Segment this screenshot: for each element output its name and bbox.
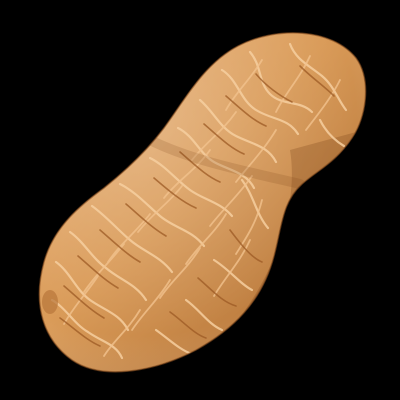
- ridge-pattern-light: [50, 42, 348, 360]
- ridge-pattern-dark: [59, 65, 335, 347]
- peanut-tip: [42, 290, 58, 314]
- waist-crease: [145, 135, 305, 189]
- peanut-outline: [38, 32, 367, 373]
